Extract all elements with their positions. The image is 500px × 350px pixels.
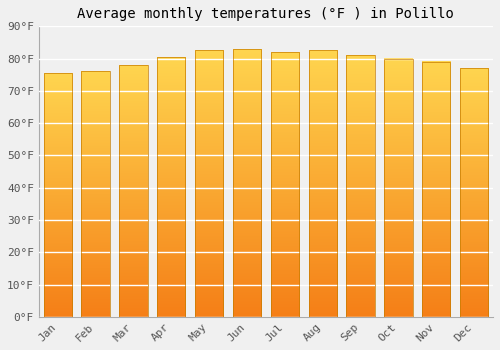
Bar	[308, 50, 337, 317]
Bar	[270, 52, 299, 317]
Bar	[157, 57, 186, 317]
Bar	[82, 71, 110, 317]
Bar	[195, 50, 224, 317]
Bar	[422, 62, 450, 317]
Bar	[44, 73, 72, 317]
Bar	[384, 58, 412, 317]
Bar	[119, 65, 148, 317]
Bar	[233, 49, 261, 317]
Title: Average monthly temperatures (°F ) in Polillo: Average monthly temperatures (°F ) in Po…	[78, 7, 454, 21]
Bar	[346, 55, 375, 317]
Bar	[460, 68, 488, 317]
